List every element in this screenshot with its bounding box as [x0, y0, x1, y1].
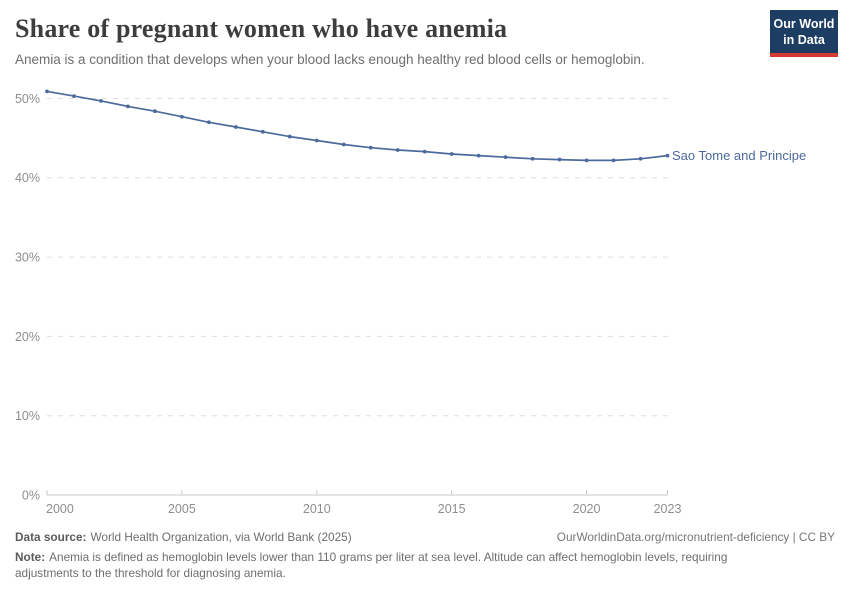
data-point: [638, 156, 643, 161]
data-point: [422, 149, 427, 154]
data-point: [233, 125, 238, 129]
data-point: [99, 98, 103, 103]
data-point: [72, 94, 76, 99]
data-source-label: Data source:: [15, 530, 87, 544]
x-tick-label: 2010: [303, 502, 331, 516]
data-point: [503, 155, 508, 160]
data-point: [395, 148, 400, 152]
chart-subtitle: Anemia is a condition that develops when…: [15, 52, 645, 67]
x-tick-label: 2015: [438, 502, 466, 516]
chart-note: Note: Anemia is defined as hemoglobin lev…: [15, 550, 760, 582]
series-line: [46, 90, 668, 162]
data-point: [206, 120, 211, 125]
owid-logo-line1: Our World: [773, 17, 835, 31]
data-point: [368, 145, 373, 150]
page-title: Share of pregnant women who have anemia: [15, 14, 508, 43]
x-tick-label: 2000: [46, 502, 74, 516]
note-label: Note:: [15, 550, 46, 564]
data-point: [611, 158, 616, 163]
x-tick-label: 2020: [573, 502, 601, 516]
data-point: [153, 109, 157, 114]
x-tick-label: 2005: [168, 502, 196, 516]
data-source-text: World Health Organization, via World Ban…: [90, 530, 352, 544]
data-point: [260, 129, 265, 134]
data-point: [449, 152, 454, 156]
y-tick-label: 20%: [15, 330, 40, 344]
y-tick-label: 40%: [15, 171, 40, 185]
data-point: [557, 157, 562, 162]
data-point: [530, 156, 535, 161]
data-point: [476, 153, 481, 158]
data-point: [314, 138, 319, 143]
owid-cc-link[interactable]: OurWorldinData.org/micronutrient-deficie…: [556, 530, 835, 544]
data-point: [45, 89, 49, 94]
data-source-line: Data source: World Health Organization, v…: [15, 530, 352, 544]
chart-footer: Data source: World Health Organization, v…: [15, 530, 835, 582]
data-point: [287, 134, 292, 139]
data-point: [126, 104, 130, 109]
data-point: [179, 114, 184, 119]
y-tick-label: 0%: [22, 488, 40, 502]
x-tick-label: 2023: [654, 502, 682, 516]
y-tick-label: 50%: [15, 92, 40, 106]
owid-logo-line2: in Data: [783, 33, 825, 48]
series-label[interactable]: Sao Tome and Principe: [672, 148, 807, 163]
note-text: Anemia is defined as hemoglobin levels l…: [15, 550, 728, 580]
data-point: [584, 158, 589, 163]
y-tick-label: 30%: [15, 250, 40, 264]
y-tick-label: 10%: [15, 409, 40, 423]
data-point: [665, 153, 670, 158]
data-point: [341, 142, 346, 147]
owid-logo: Our World in Data: [770, 10, 838, 57]
